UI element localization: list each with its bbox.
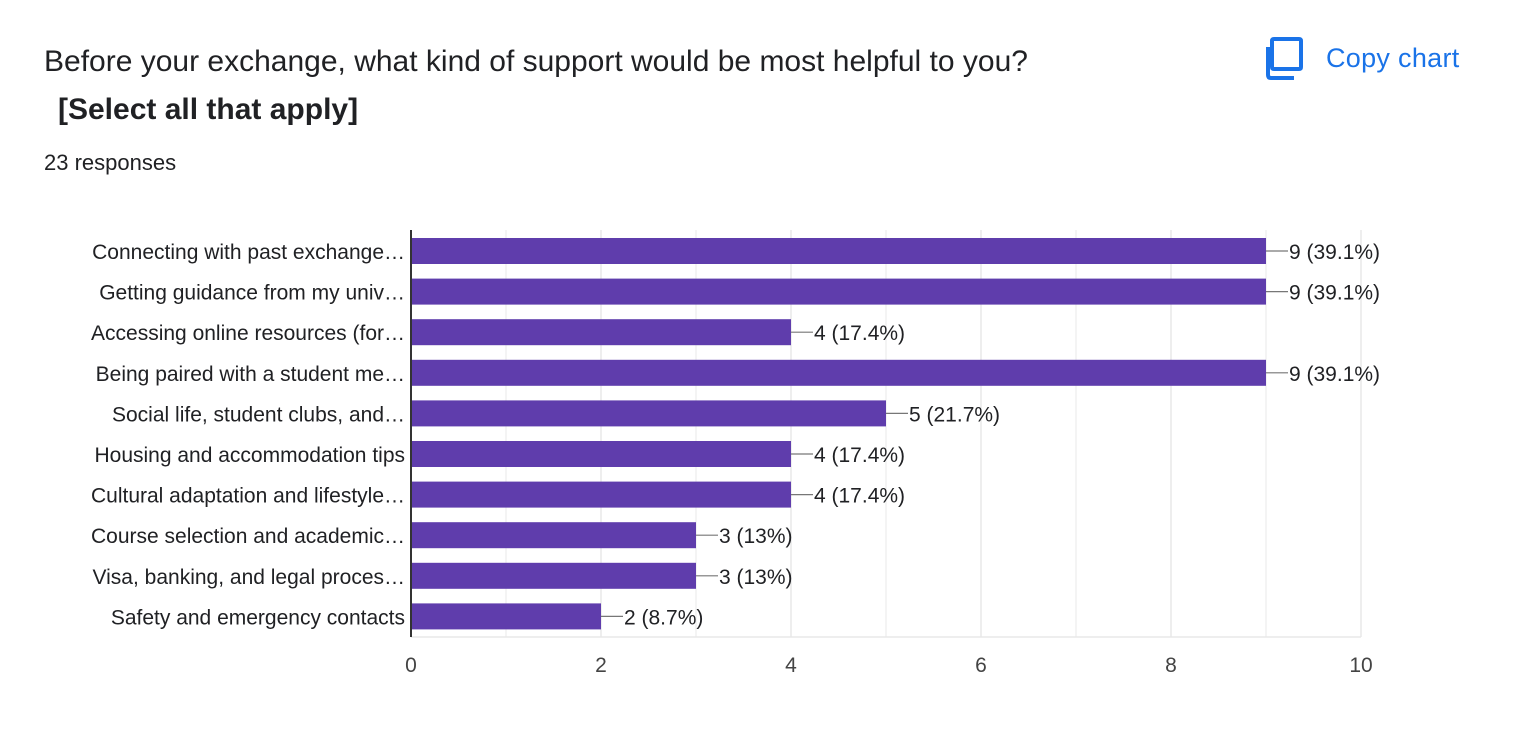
data-label: 4 (17.4%) bbox=[814, 322, 905, 345]
labels: 0 2 4 6 8 10 Connecting with past exchange… 9 (… bbox=[91, 241, 1380, 677]
bar bbox=[411, 319, 791, 346]
bar bbox=[411, 359, 1266, 386]
x-tick-label: 8 bbox=[1165, 654, 1177, 677]
x-tick-label: 2 bbox=[595, 654, 607, 677]
copy-chart-label: Copy chart bbox=[1326, 42, 1460, 73]
bar bbox=[411, 441, 791, 467]
category-label: Safety and emergency contacts bbox=[111, 606, 405, 629]
bar bbox=[411, 562, 696, 589]
data-label: 9 (39.1%) bbox=[1289, 282, 1380, 305]
data-label: 9 (39.1%) bbox=[1289, 363, 1380, 386]
copy-chart-button[interactable]: Copy chart bbox=[1266, 36, 1460, 80]
bars bbox=[411, 238, 1266, 630]
category-label: Course selection and academic… bbox=[91, 525, 405, 548]
data-label: 2 (8.7%) bbox=[624, 606, 703, 629]
bar bbox=[411, 522, 696, 549]
bar bbox=[411, 238, 1266, 264]
data-label: 5 (21.7%) bbox=[909, 403, 1000, 426]
category-label: Housing and accommodation tips bbox=[94, 444, 405, 467]
category-label: Connecting with past exchange… bbox=[92, 241, 405, 264]
bar bbox=[411, 603, 601, 630]
x-tick-label: 10 bbox=[1349, 654, 1372, 677]
bar bbox=[411, 278, 1266, 305]
data-label: 4 (17.4%) bbox=[814, 444, 905, 467]
x-tick-label: 6 bbox=[975, 654, 987, 677]
category-label: Social life, student clubs, and… bbox=[112, 403, 405, 426]
category-label: Visa, banking, and legal proces… bbox=[93, 566, 405, 589]
question-title: Before your exchange, what kind of suppo… bbox=[44, 38, 1084, 134]
x-tick-label: 0 bbox=[405, 654, 417, 677]
category-label: Cultural adaptation and lifestyle… bbox=[91, 485, 405, 508]
question-text: Before your exchange, what kind of suppo… bbox=[44, 45, 1028, 78]
data-label: 3 (13%) bbox=[719, 566, 793, 589]
category-label: Accessing online resources (for… bbox=[91, 322, 405, 345]
question-emphasis: [Select all that apply] bbox=[58, 93, 359, 126]
category-label: Getting guidance from my univ… bbox=[99, 282, 405, 305]
copy-icon bbox=[1266, 37, 1303, 80]
bar bbox=[411, 481, 791, 508]
response-count: 23 responses bbox=[44, 150, 177, 175]
data-label: 9 (39.1%) bbox=[1289, 241, 1380, 264]
category-label: Being paired with a student me… bbox=[96, 363, 405, 386]
bar bbox=[411, 400, 886, 427]
x-tick-label: 4 bbox=[785, 654, 797, 677]
data-label: 4 (17.4%) bbox=[814, 485, 905, 508]
data-label: 3 (13%) bbox=[719, 525, 793, 548]
